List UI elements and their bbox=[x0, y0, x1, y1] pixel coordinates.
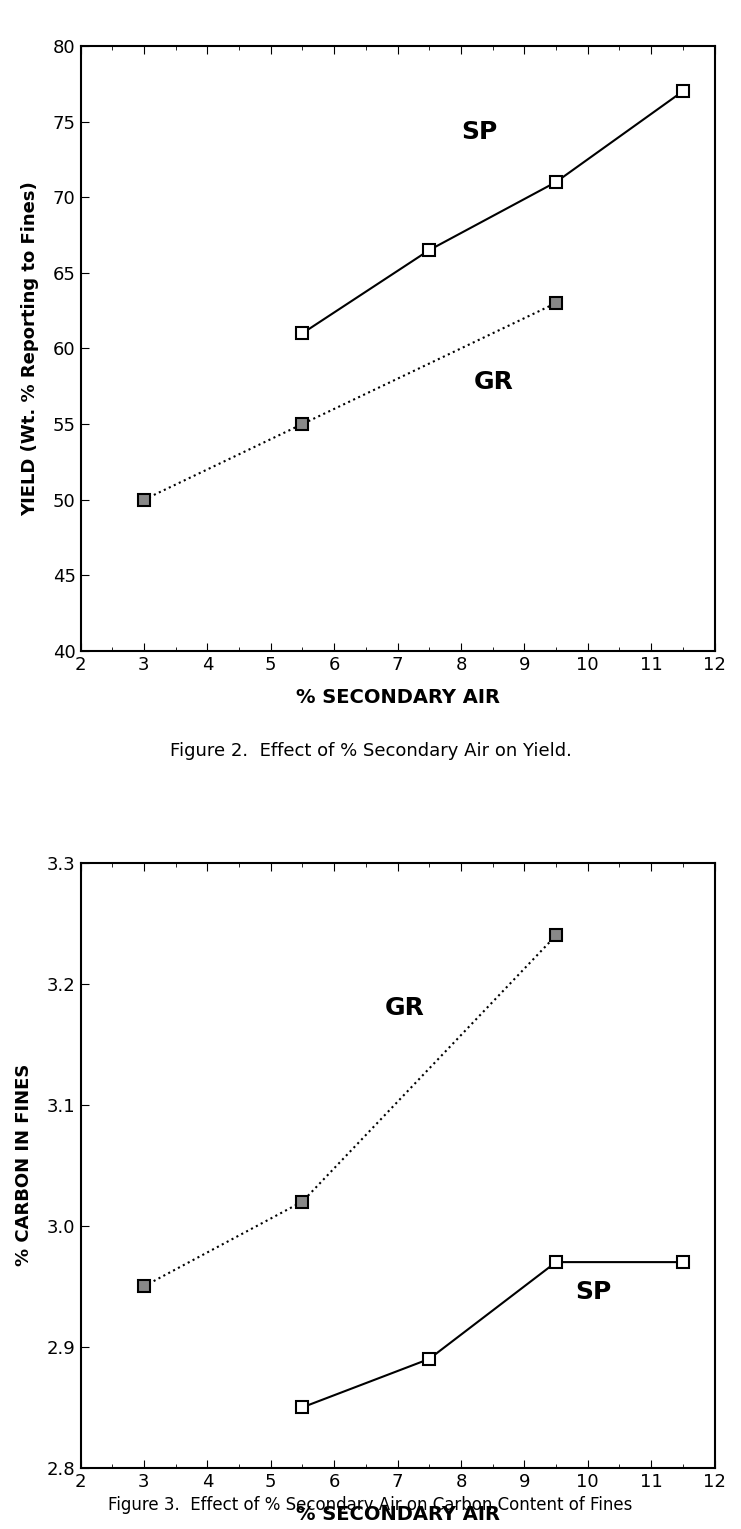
X-axis label: % SECONDARY AIR: % SECONDARY AIR bbox=[296, 1505, 499, 1523]
X-axis label: % SECONDARY AIR: % SECONDARY AIR bbox=[296, 688, 499, 706]
Text: GR: GR bbox=[385, 995, 425, 1020]
Y-axis label: % CARBON IN FINES: % CARBON IN FINES bbox=[15, 1064, 33, 1266]
Text: Figure 3.  Effect of % Secondary Air on Carbon Content of Fines: Figure 3. Effect of % Secondary Air on C… bbox=[108, 1495, 633, 1514]
Text: Figure 2.  Effect of % Secondary Air on Yield.: Figure 2. Effect of % Secondary Air on Y… bbox=[170, 742, 571, 760]
Text: GR: GR bbox=[473, 370, 514, 394]
Text: SP: SP bbox=[575, 1280, 611, 1304]
Y-axis label: YIELD (Wt. % Reporting to Fines): YIELD (Wt. % Reporting to Fines) bbox=[21, 180, 39, 515]
Text: SP: SP bbox=[461, 121, 497, 144]
